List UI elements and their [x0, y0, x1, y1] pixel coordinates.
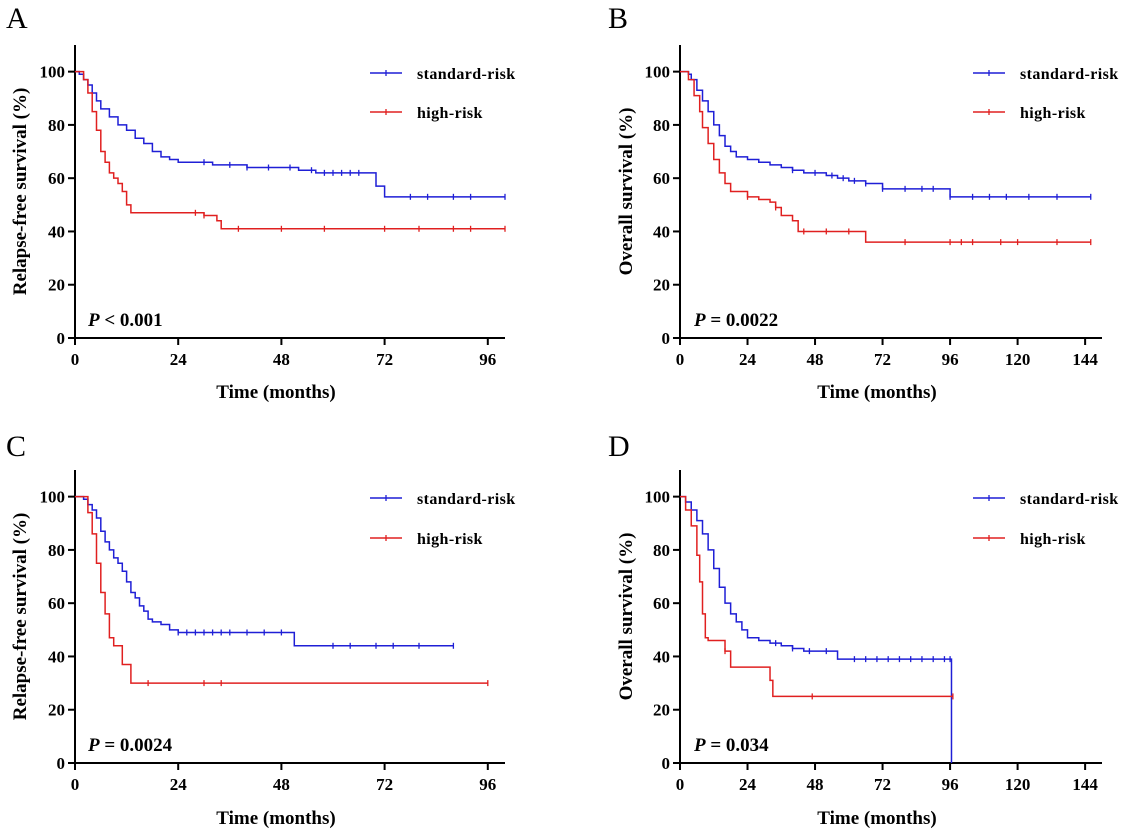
y-tick-label: 0 [662, 754, 671, 773]
panel-letter: B [608, 2, 628, 35]
x-tick-label: 0 [71, 775, 80, 794]
legend-item-high-risk: high-risk [973, 531, 1086, 548]
x-tick-label: 96 [479, 775, 496, 794]
legend-item-high-risk: high-risk [973, 105, 1086, 122]
y-tick-label: 60 [653, 594, 670, 613]
x-tick-label: 24 [170, 350, 188, 369]
series-line-high-risk [75, 70, 505, 230]
series-line-standard-risk [75, 495, 454, 647]
y-tick-label: 60 [48, 169, 65, 188]
y-tick-label: 100 [645, 63, 671, 82]
y-axis-title: Relapse-free survival (%) [10, 513, 31, 721]
y-axis-title: Overall survival (%) [616, 533, 637, 701]
x-tick-label: 120 [1005, 350, 1031, 369]
y-tick-label: 40 [48, 647, 65, 666]
x-tick-label: 96 [942, 775, 959, 794]
panel-b: B 0 24 48 72 96 120 144 0 20 40 60 80 100 Time (months… [608, 2, 1119, 403]
p-value-annotation: P = 0.0022 [693, 310, 778, 331]
legend-item-standard-risk: standard-risk [370, 491, 516, 508]
y-tick-label: 40 [653, 647, 670, 666]
y-tick-label: 60 [48, 594, 65, 613]
y-axis-title: Relapse-free survival (%) [10, 88, 31, 296]
panel-c: C 0 24 48 72 96 0 20 40 60 80 100 Time (months) Relap… [6, 430, 516, 829]
legend-label: high-risk [1020, 105, 1086, 122]
y-tick-label: 100 [40, 488, 66, 507]
series-line-standard-risk [680, 495, 953, 763]
x-tick-label: 48 [807, 350, 824, 369]
panel-d: D 0 24 48 72 96 120 144 0 20 40 60 80 100 Time (months… [608, 430, 1119, 829]
panel-letter: D [608, 430, 630, 463]
series-line-high-risk [75, 495, 488, 684]
p-value-annotation: P = 0.034 [693, 735, 769, 756]
legend-item-high-risk: high-risk [370, 105, 483, 122]
legend-item-high-risk: high-risk [370, 531, 483, 548]
y-tick-label: 100 [40, 63, 66, 82]
x-tick-label: 144 [1072, 775, 1098, 794]
y-tick-label: 40 [653, 222, 670, 241]
x-axis-title: Time (months) [216, 382, 335, 403]
x-tick-label: 72 [376, 775, 393, 794]
y-tick-label: 20 [653, 701, 670, 720]
x-tick-label: 24 [170, 775, 188, 794]
x-axis-title: Time (months) [817, 382, 936, 403]
y-tick-label: 0 [57, 754, 66, 773]
x-axis-title: Time (months) [216, 808, 335, 829]
x-tick-label: 144 [1072, 350, 1098, 369]
y-axis-title: Overall survival (%) [616, 108, 637, 276]
panel-letter: C [6, 430, 26, 463]
y-tick-label: 40 [48, 222, 65, 241]
panel-a: A 0 24 48 72 96 0 20 40 60 80 100 Time (months) Relap… [6, 2, 516, 403]
x-tick-label: 96 [479, 350, 496, 369]
x-axis-title: Time (months) [817, 808, 936, 829]
y-tick-label: 20 [48, 701, 65, 720]
x-tick-label: 48 [807, 775, 824, 794]
series-line-standard-risk [75, 70, 505, 198]
y-tick-label: 60 [653, 169, 670, 188]
x-tick-label: 48 [273, 775, 290, 794]
y-tick-label: 0 [662, 329, 671, 348]
x-tick-label: 0 [676, 350, 685, 369]
legend-label: standard-risk [417, 66, 516, 83]
legend-label: standard-risk [417, 491, 516, 508]
x-tick-label: 0 [676, 775, 685, 794]
x-tick-label: 72 [874, 775, 891, 794]
series-line-high-risk [680, 495, 953, 698]
legend-item-standard-risk: standard-risk [370, 66, 516, 83]
y-tick-label: 80 [48, 541, 65, 560]
y-tick-label: 20 [48, 276, 65, 295]
y-tick-label: 100 [645, 488, 671, 507]
x-tick-label: 24 [739, 775, 757, 794]
x-tick-label: 72 [874, 350, 891, 369]
x-tick-label: 24 [739, 350, 757, 369]
legend-label: high-risk [1020, 531, 1086, 548]
p-value-annotation: P < 0.001 [87, 310, 163, 331]
x-tick-label: 120 [1005, 775, 1031, 794]
x-tick-label: 96 [942, 350, 959, 369]
x-tick-label: 72 [376, 350, 393, 369]
x-tick-label: 0 [71, 350, 80, 369]
p-value-annotation: P = 0.0024 [87, 735, 173, 756]
y-tick-label: 80 [653, 541, 670, 560]
legend-label: standard-risk [1020, 66, 1119, 83]
series-line-high-risk [680, 70, 1091, 243]
panel-letter: A [6, 2, 28, 35]
y-tick-label: 20 [653, 276, 670, 295]
legend-label: high-risk [417, 531, 483, 548]
series-line-standard-risk [680, 70, 1091, 198]
y-tick-label: 80 [653, 116, 670, 135]
x-tick-label: 48 [273, 350, 290, 369]
legend-label: standard-risk [1020, 491, 1119, 508]
legend-item-standard-risk: standard-risk [973, 491, 1119, 508]
legend-label: high-risk [417, 105, 483, 122]
y-tick-label: 0 [57, 329, 66, 348]
legend-item-standard-risk: standard-risk [973, 66, 1119, 83]
y-tick-label: 80 [48, 116, 65, 135]
